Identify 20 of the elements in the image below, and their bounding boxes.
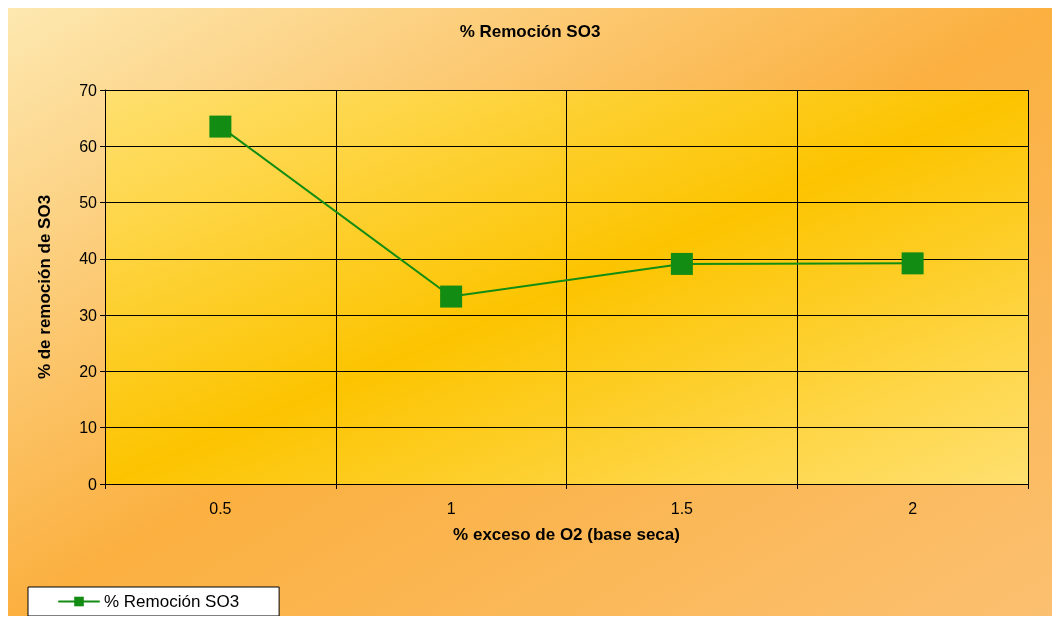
y-tick-label: 50 [79,194,98,212]
y-tick-label: 30 [79,306,98,324]
y-tick-label: 20 [79,362,98,380]
point [440,285,463,308]
point [901,252,924,275]
y-tick-label: 60 [79,137,98,155]
x-tick-label: 1.5 [670,499,694,517]
y-tick-label: 70 [79,81,98,99]
chart-title: % Remoción SO3 [459,22,601,41]
x-tick-label: 2 [908,499,918,517]
point [670,252,693,275]
point [209,115,232,138]
y-tick-label: 40 [79,250,98,268]
x-axis-title: % exceso de O2 (base seca) [453,525,680,544]
y-tick-label: 10 [79,419,98,437]
x-tick-label: 1 [446,499,456,517]
y-axis-title: % de remoción de SO3 [35,194,54,380]
y-tick-label: 0 [88,475,98,493]
legend-label: % Remoción SO3 [104,592,240,611]
x-tick-label: 0.5 [209,499,232,517]
